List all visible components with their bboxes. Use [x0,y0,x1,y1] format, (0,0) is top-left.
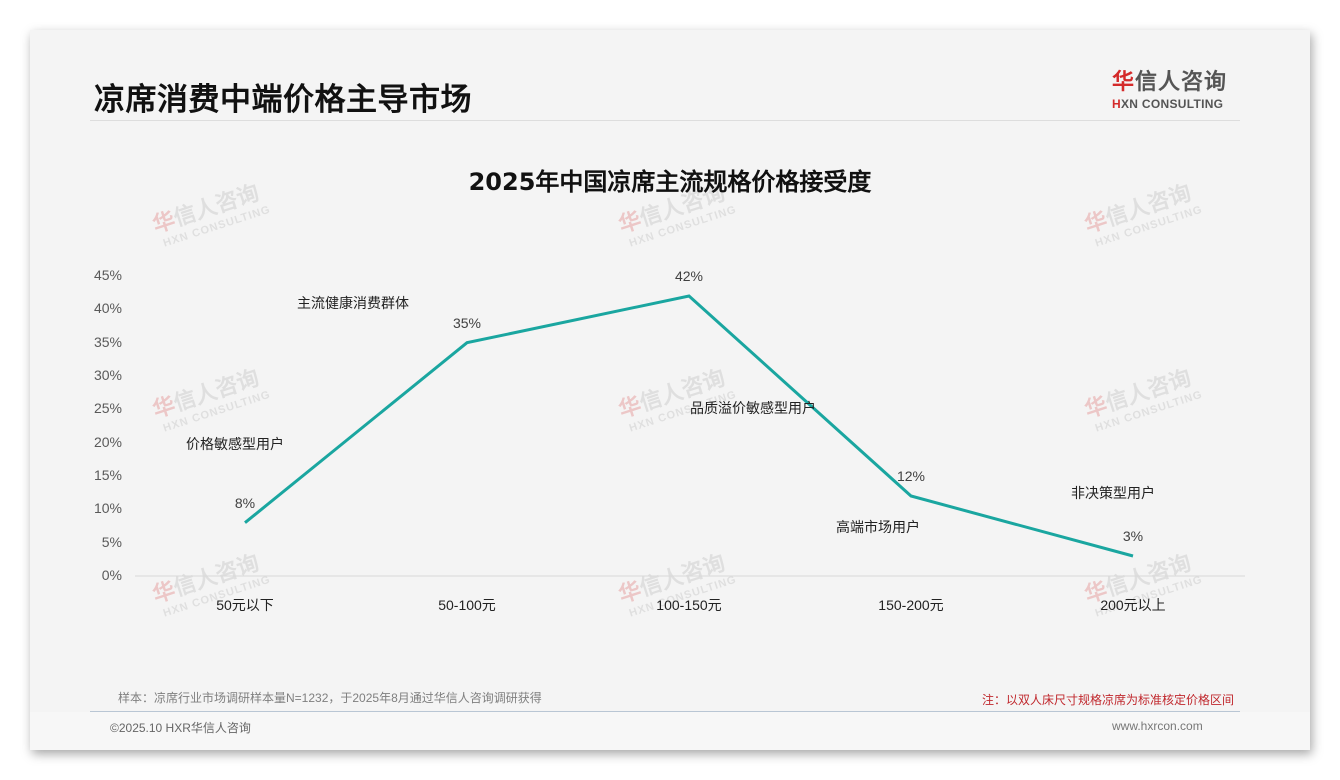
sample-note: 样本：凉席行业市场调研样本量N=1232，于2025年8月通过华信人咨询调研获得 [118,691,542,705]
y-tick-label: 5% [101,533,122,550]
footnote: 注：以双人床尺寸规格凉席为标准核定价格区间 [982,693,1235,707]
annotation-non-decision: 非决策型用户 [1071,485,1155,501]
slide: 华信人咨询 HXN CONSULTING 华信人咨询 HXN CONSULTING … [30,30,1310,750]
annotation-price-sensitive: 价格敏感型用户 [186,436,284,452]
logo-mark: 华 [1112,70,1136,95]
page-title: 凉席消费中端价格主导市场 [94,82,472,118]
y-tick-label: 15% [93,467,122,483]
header-divider [90,120,1240,121]
data-label: 35% [452,314,482,331]
brand-logo: 华信人咨询 HXN CONSULTING [1112,64,1242,114]
y-tick-label: 10% [93,500,122,517]
footer-divider [90,711,1240,712]
annotation-quality-premium: 品质溢价敏感型用户 [690,400,816,416]
logo-en-mark: H [1112,97,1121,111]
annotation-high-end: 高端市场用户 [836,519,920,535]
line-chart [135,294,1245,577]
copyright: ©2025.10 HXR华信人咨询 [110,721,251,735]
series-line [244,294,1134,558]
data-label: 12% [896,468,926,484]
y-tick-label: 25% [93,400,122,417]
x-tick-label: 200元以上 [1100,597,1166,613]
x-tick-label: 150-200元 [878,597,944,613]
data-label: 3% [1122,528,1144,544]
y-tick-label: 35% [93,333,122,350]
annotation-mainstream: 主流健康消费群体 [297,295,409,311]
chart-title: 2025年中国凉席主流规格价格接受度 [468,168,872,196]
y-tick-label: 45% [93,267,122,283]
x-tick-label: 50-100元 [438,597,496,613]
y-tick-label: 40% [93,300,122,317]
y-tick-label: 20% [93,433,122,450]
logo-en-text: XN CONSULTING [1120,97,1224,111]
data-label: 42% [674,268,704,284]
website-link[interactable]: www.hxrcon.com [1112,719,1203,733]
data-label: 8% [234,494,256,511]
x-tick-label: 50元以下 [216,597,274,613]
footer-band [30,712,1310,750]
y-tick-label: 0% [101,567,122,583]
x-tick-label: 100-150元 [656,597,722,613]
logo-text: 信人咨询 [1135,70,1228,95]
y-tick-label: 30% [93,367,122,383]
